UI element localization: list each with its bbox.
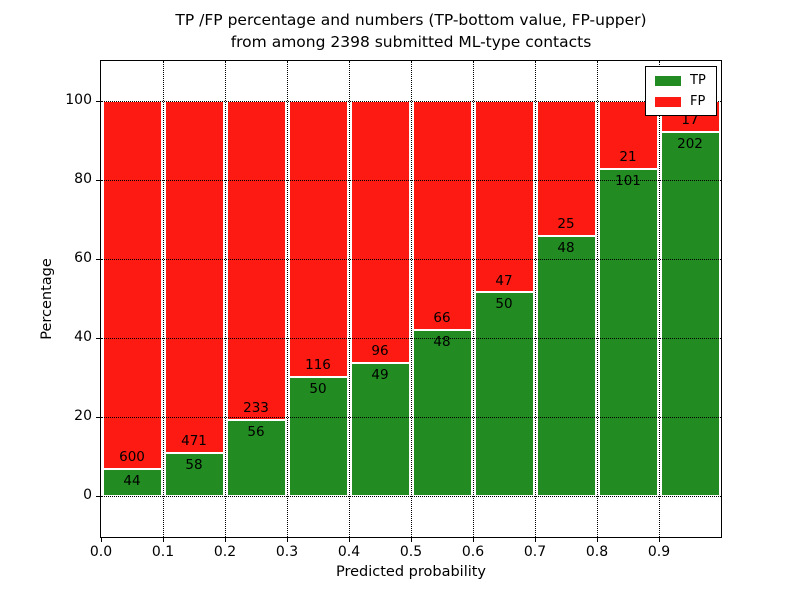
fp-count-label: 233 <box>243 399 269 416</box>
plot-area: 600 44 471 58 233 56 116 50 96 49 66 48 47 50 25 48 21 10… <box>100 60 722 538</box>
bar-segment-tp <box>350 362 410 497</box>
y-tick-label: 40 <box>74 329 92 346</box>
x-tick-label: 0.8 <box>585 544 609 560</box>
tp-count-label: 56 <box>247 423 265 440</box>
bar-segment-fp <box>102 100 162 470</box>
x-tick-mark <box>349 538 350 542</box>
x-tick-mark <box>659 538 660 542</box>
tp-count-label: 49 <box>371 366 389 383</box>
legend-entry-label: TP <box>690 73 706 88</box>
x-tick-mark <box>411 538 412 542</box>
vertical-gridline <box>163 61 164 537</box>
bar-segment-tp <box>288 377 348 497</box>
y-tick-mark <box>96 417 100 419</box>
bar-segment-tp <box>536 236 596 497</box>
x-tick-label: 0.1 <box>151 544 175 560</box>
bar-segment-fp <box>288 100 348 378</box>
tp-count-label: 101 <box>615 172 641 189</box>
y-tick-mark <box>96 259 100 261</box>
chart-title: TP /FP percentage and numbers (TP-bottom… <box>175 9 646 54</box>
fp-count-label: 116 <box>305 357 331 374</box>
legend: TP FP <box>645 66 717 116</box>
bar-segment-tp <box>412 329 472 497</box>
tp-count-label: 44 <box>123 473 141 490</box>
vertical-gridline <box>411 61 412 537</box>
vertical-gridline <box>659 61 660 537</box>
bar-segment-tp <box>164 452 224 497</box>
tp-count-label: 48 <box>433 333 451 350</box>
y-tick-label: 80 <box>74 171 92 187</box>
fp-count-label: 47 <box>495 272 513 289</box>
bar-segment-fp <box>474 100 534 293</box>
y-tick-label: 60 <box>74 250 92 267</box>
fp-count-label: 21 <box>619 148 637 165</box>
vertical-gridline <box>535 61 536 537</box>
y-tick-mark <box>96 180 100 181</box>
bar-segment-tp <box>660 131 720 497</box>
x-tick-label: 0.7 <box>523 544 547 560</box>
x-tick-label: 0.0 <box>89 544 113 560</box>
y-tick-mark <box>96 100 100 102</box>
tp-count-label: 58 <box>185 456 203 473</box>
x-tick-mark <box>473 538 474 542</box>
fp-count-label: 96 <box>371 342 389 359</box>
bar-segment-tp <box>102 469 162 497</box>
vertical-gridline <box>349 61 350 537</box>
vertical-gridline <box>597 61 598 537</box>
x-tick-label: 0.4 <box>337 544 361 560</box>
y-tick-mark <box>96 338 100 340</box>
bar-segment-tp <box>474 292 534 497</box>
bar-segment-fp <box>226 100 286 420</box>
bar-segment-tp <box>226 419 286 497</box>
y-tick-label: 20 <box>74 408 92 425</box>
x-tick-mark <box>287 538 288 542</box>
tp-count-label: 48 <box>557 240 575 257</box>
x-axis-label: Predicted probability <box>335 564 487 580</box>
legend-color-patch <box>655 75 681 86</box>
vertical-gridline <box>287 61 288 537</box>
legend-entry: FP <box>655 95 706 108</box>
tp-count-label: 50 <box>309 381 327 398</box>
x-tick-label: 0.2 <box>213 544 237 560</box>
x-tick-mark <box>225 538 226 542</box>
x-tick-mark <box>535 538 536 542</box>
legend-entry: TP <box>655 74 706 87</box>
y-axis-label: Percentage <box>39 258 55 340</box>
bar-segment-fp <box>412 100 472 330</box>
x-tick-label: 0.3 <box>275 544 299 560</box>
bar-segment-fp <box>164 100 224 453</box>
bar-segment-fp <box>536 100 596 237</box>
y-tick-mark <box>96 496 100 498</box>
x-tick-label: 0.6 <box>461 544 485 560</box>
x-tick-label: 0.5 <box>399 544 423 560</box>
vertical-gridline <box>225 61 226 537</box>
y-tick-label: 100 <box>65 91 92 108</box>
fp-count-label: 471 <box>181 432 207 449</box>
fp-count-label: 25 <box>557 216 575 233</box>
y-tick-label: 0 <box>83 487 92 504</box>
fp-count-label: 66 <box>433 309 451 326</box>
tp-count-label: 202 <box>677 135 703 152</box>
chart-title-line-2: from among 2398 submitted ML-type contac… <box>230 33 592 52</box>
bar-segment-tp <box>598 168 658 497</box>
fp-count-label: 600 <box>119 449 145 466</box>
x-tick-mark <box>101 538 102 542</box>
x-tick-label: 0.9 <box>647 544 671 560</box>
vertical-gridline <box>473 61 474 537</box>
x-tick-mark <box>163 538 164 542</box>
legend-color-patch <box>655 96 681 107</box>
bar-segment-fp <box>350 100 410 363</box>
legend-entry-label: FP <box>690 94 706 109</box>
tp-count-label: 50 <box>495 296 513 313</box>
chart-title-line-1: TP /FP percentage and numbers (TP-bottom… <box>175 11 647 29</box>
x-tick-mark <box>597 538 598 542</box>
